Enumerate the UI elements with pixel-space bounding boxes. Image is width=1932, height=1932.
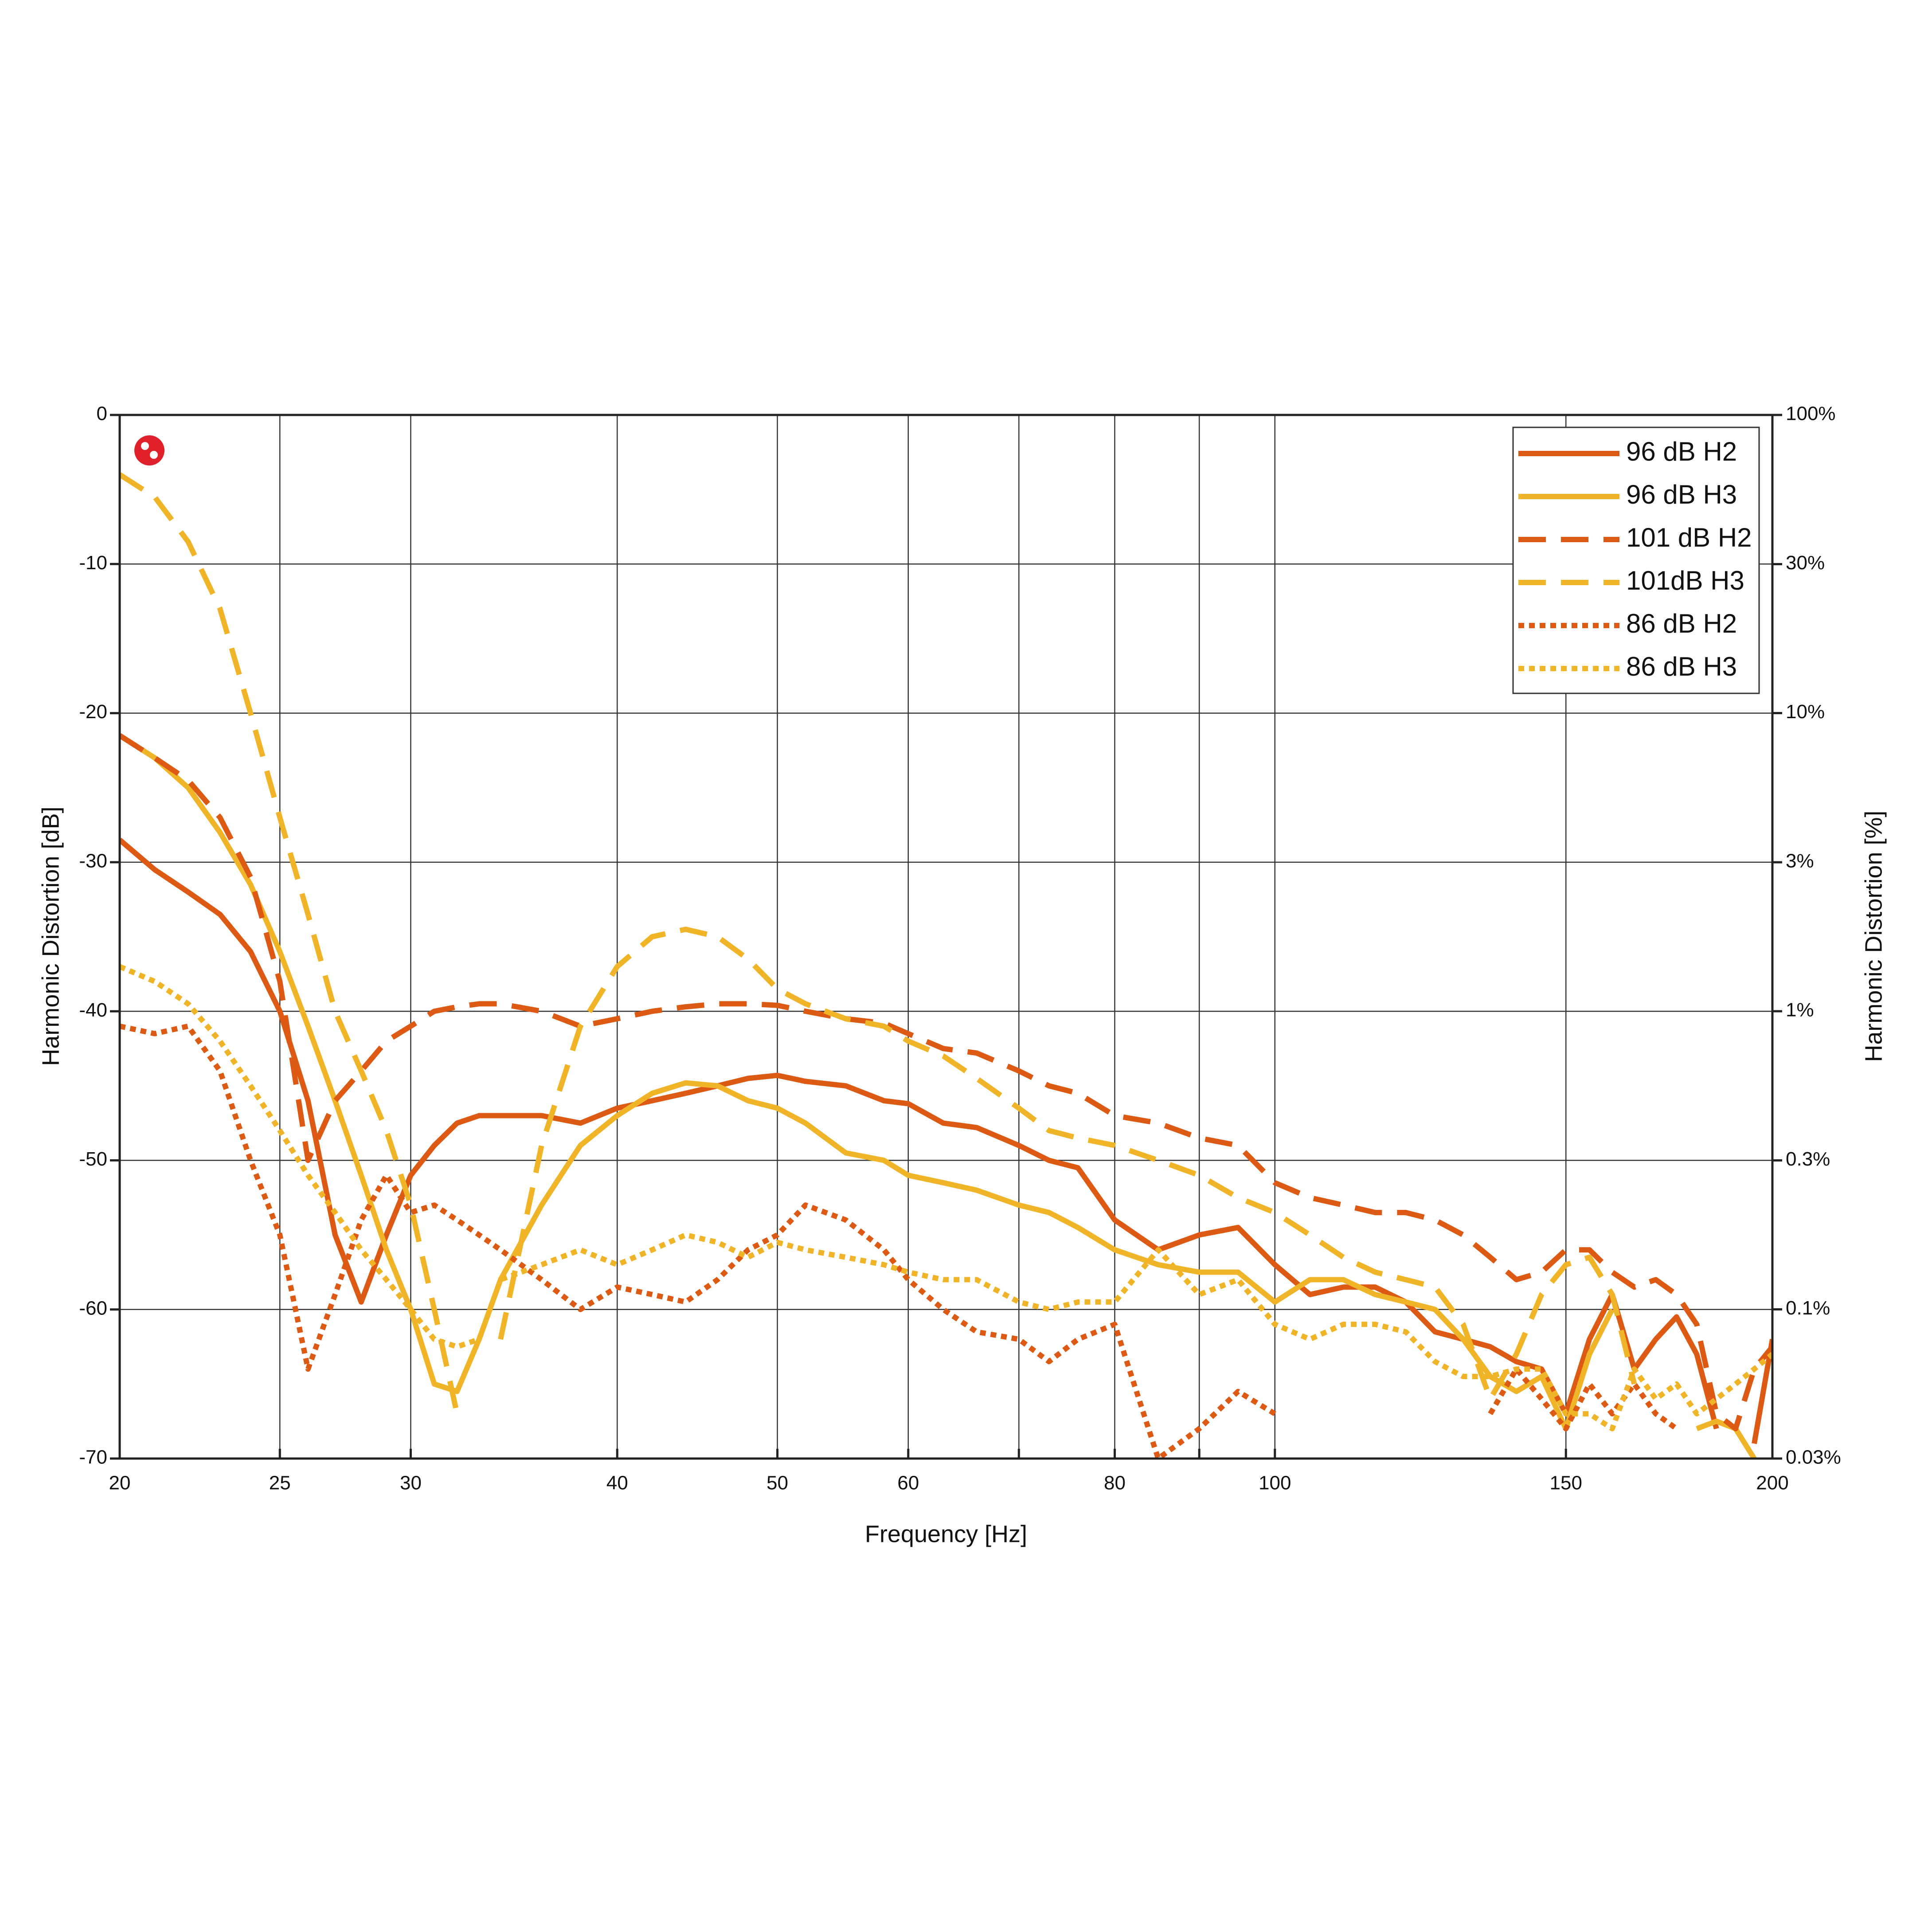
x-tick-label: 50 [767, 1472, 788, 1494]
series-line [120, 733, 1772, 1431]
plot-lines [120, 472, 1772, 1459]
legend-label: 96 dB H2 [1626, 437, 1737, 466]
y2-tick-label: 1% [1786, 999, 1814, 1021]
tick-labels: 20 25 30 40 50 60 80 100 150 200 -70 -60 -50 -40 -30 -2… [79, 403, 1841, 1494]
y-tick-label: -40 [79, 999, 107, 1021]
plot-frame [118, 414, 1774, 1460]
y-tick-label: -30 [79, 850, 107, 872]
y-tick-label: -60 [79, 1297, 107, 1319]
y2-tick-label: 0.03% [1786, 1447, 1841, 1468]
y2-tick-label: 10% [1786, 701, 1825, 723]
logo-dot [141, 442, 149, 450]
y2-axis-label: Harmonic Distortion [%] [1860, 810, 1887, 1062]
x-axis-label: Frequency [Hz] [865, 1521, 1027, 1547]
x-tick-label: 200 [1756, 1472, 1788, 1494]
x-tick-label: 150 [1550, 1472, 1582, 1494]
y-tick-label: -70 [79, 1447, 107, 1468]
legend: 96 dB H2 96 dB H3 101 dB H2 101dB H3 86 dB H… [1512, 426, 1760, 694]
legend-label: 86 dB H2 [1626, 609, 1737, 638]
logo-circle [134, 435, 164, 465]
series-line [120, 733, 1757, 1459]
x-tick-label: 30 [400, 1472, 422, 1494]
y2-tick-label: 100% [1786, 403, 1836, 425]
x-tick-label: 20 [109, 1472, 131, 1494]
legend-label: 101dB H3 [1626, 566, 1744, 595]
x-tick-label: 80 [1104, 1472, 1126, 1494]
series-line [120, 964, 1772, 1431]
series-line [120, 1023, 1678, 1459]
x-tick-label: 40 [606, 1472, 628, 1494]
legend-label: 86 dB H3 [1626, 652, 1737, 681]
legend-label: 101 dB H2 [1626, 523, 1752, 552]
logo-dot [150, 451, 158, 459]
y-tick-label: -10 [79, 552, 107, 574]
y2-tick-label: 0.1% [1786, 1297, 1830, 1319]
series-line [120, 472, 1637, 1415]
y2-tick-label: 3% [1786, 850, 1814, 872]
y2-tick-label: 0.3% [1786, 1148, 1830, 1170]
y2-tick-label: 30% [1786, 552, 1825, 574]
logo [134, 435, 164, 465]
legend-box [1512, 426, 1760, 694]
x-tick-label: 25 [269, 1472, 291, 1494]
y-tick-label: -20 [79, 701, 107, 723]
y-axis-label: Harmonic Distortion [dB] [37, 806, 64, 1066]
y-tick-label: -50 [79, 1148, 107, 1170]
x-tick-label: 100 [1259, 1472, 1291, 1494]
legend-label: 96 dB H3 [1626, 480, 1737, 509]
x-tick-label: 60 [897, 1472, 919, 1494]
y-tick-label: 0 [97, 403, 107, 425]
